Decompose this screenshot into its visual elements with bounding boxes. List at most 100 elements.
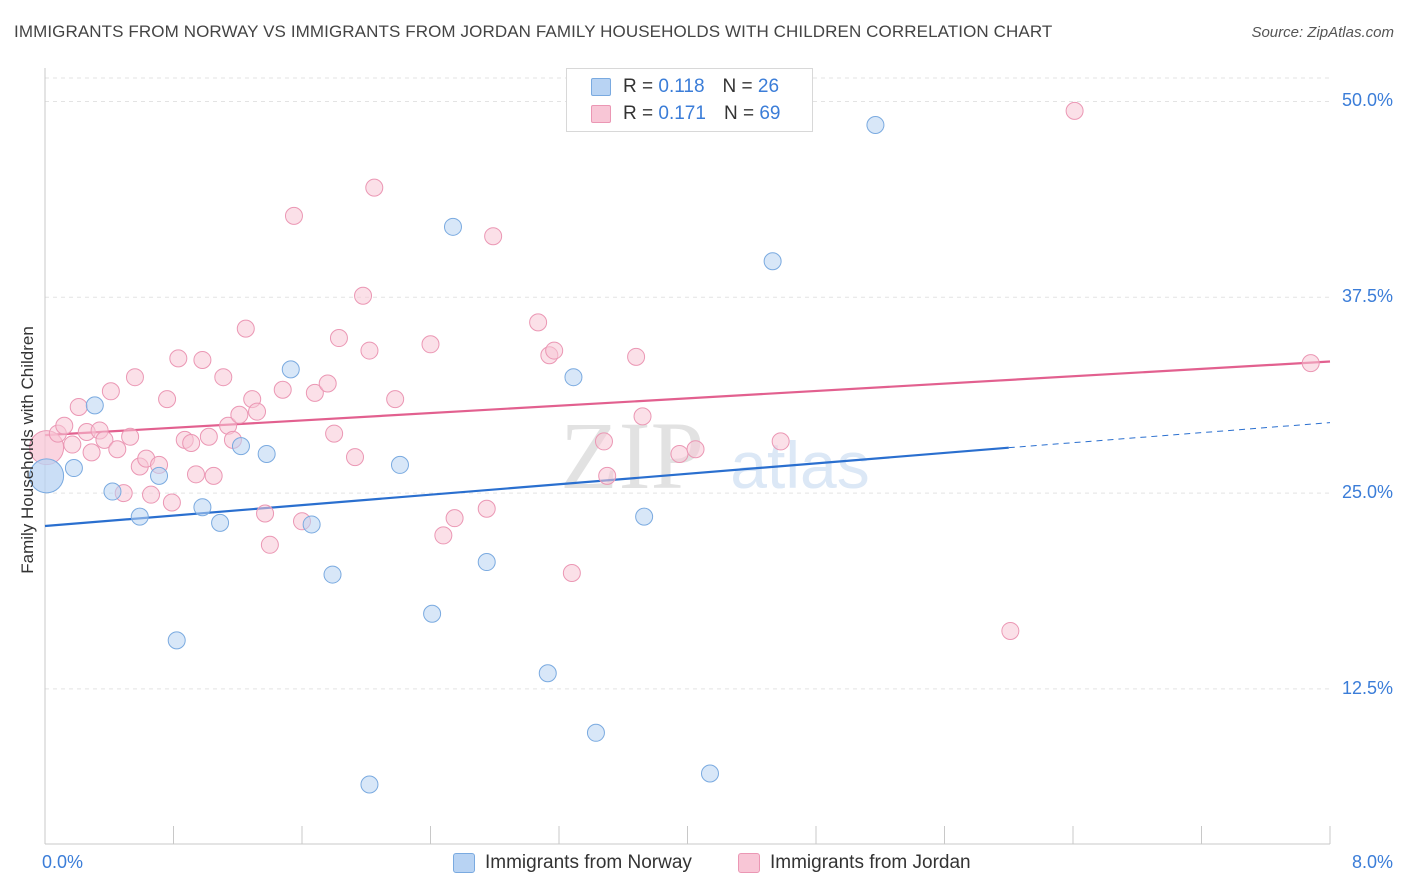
jordan-point <box>421 335 440 354</box>
jordan-point <box>214 368 233 387</box>
jordan-point <box>445 509 464 528</box>
norway-point <box>763 252 782 271</box>
jordan-r-value: 0.171 <box>658 103 706 124</box>
x-tick-label: 0.0% <box>42 852 84 872</box>
jordan-point <box>69 397 88 416</box>
source-credit: Source: ZipAtlas.com <box>1251 24 1394 41</box>
norway-point <box>103 482 122 501</box>
norway-point <box>167 631 186 650</box>
jordan-point <box>477 499 496 518</box>
norway-r-value: 0.118 <box>658 76 705 97</box>
jordan-point <box>1065 101 1084 120</box>
norway-point <box>323 565 342 584</box>
jordan-point <box>686 440 705 459</box>
legend-row-jordan: R = 0.171 N = 69 <box>591 102 780 126</box>
jordan-point <box>186 465 205 484</box>
norway-point <box>150 466 169 485</box>
norway-point <box>281 360 300 379</box>
jordan-swatch <box>591 105 611 123</box>
norway-swatch <box>591 78 611 96</box>
jordan-point <box>545 341 564 360</box>
norway-point <box>29 458 65 494</box>
jordan-legend-swatch <box>738 853 760 873</box>
legend-row-norway: R = 0.118 N = 26 <box>591 75 779 99</box>
jordan-point <box>594 432 613 451</box>
jordan-n-value: 69 <box>759 103 781 124</box>
jordan-point <box>256 504 275 523</box>
norway-point <box>866 115 885 134</box>
y-tick-label: 25.0% <box>1341 482 1393 503</box>
norway-n-label: N = <box>722 76 753 97</box>
watermark: ZIP atlas <box>560 402 870 509</box>
y-axis-label: Family Households with Children <box>18 326 37 574</box>
jordan-point <box>248 402 267 421</box>
jordan-point <box>108 440 127 459</box>
jordan-point <box>1301 354 1320 373</box>
y-axis-label-wrap: Family Households with Children <box>17 300 39 600</box>
jordan-point <box>162 493 181 512</box>
jordan-point <box>633 407 652 426</box>
jordan-point <box>55 416 74 435</box>
jordan-point <box>562 564 581 583</box>
jordan-point <box>670 444 689 463</box>
jordan-point <box>365 178 384 197</box>
jordan-point <box>82 443 101 462</box>
legend-item-norway: Immigrants from Norway <box>453 852 692 874</box>
norway-legend-swatch <box>453 853 475 873</box>
y-tick-label: 50.0% <box>1341 90 1393 111</box>
y-tick-label: 37.5% <box>1341 286 1393 307</box>
norway-r-label: R = <box>623 76 654 97</box>
norway-point <box>231 437 250 456</box>
norway-point <box>193 498 212 517</box>
norway-point <box>211 513 230 532</box>
norway-point <box>130 507 149 526</box>
norway-point <box>564 368 583 387</box>
jordan-point <box>236 319 255 338</box>
jordan-point <box>260 535 279 554</box>
norway-point <box>257 444 276 463</box>
jordan-point <box>101 382 120 401</box>
norway-point <box>360 775 379 794</box>
jordan-point <box>284 206 303 225</box>
norway-point <box>477 553 496 572</box>
jordan-point <box>360 341 379 360</box>
jordan-point <box>305 383 324 402</box>
norway-point <box>538 664 557 683</box>
norway-point <box>302 515 321 534</box>
jordan-r-label: R = <box>623 103 654 124</box>
jordan-point <box>125 368 144 387</box>
jordan-point <box>346 448 365 467</box>
jordan-point <box>627 347 646 366</box>
jordan-point <box>325 424 344 443</box>
jordan-point <box>434 526 453 545</box>
norway-point <box>586 723 605 742</box>
jordan-legend-label: Immigrants from Jordan <box>770 852 971 873</box>
jordan-trend-line <box>44 360 1331 437</box>
gridlines <box>45 77 1330 690</box>
correlation-legend: R = 0.118 N = 26 R = 0.171 N = 69 <box>566 68 813 132</box>
jordan-point <box>484 227 503 246</box>
norway-trend-extension <box>1008 422 1331 449</box>
x-tick-label: 8.0% <box>1351 852 1393 872</box>
data-points <box>29 101 1320 794</box>
jordan-point <box>158 390 177 409</box>
chart-title: IMMIGRANTS FROM NORWAY VS IMMIGRANTS FRO… <box>14 22 1053 41</box>
jordan-point <box>204 466 223 485</box>
jordan-point <box>169 349 188 368</box>
jordan-point <box>318 374 337 393</box>
norway-n-value: 26 <box>757 76 780 97</box>
jordan-point <box>121 427 140 446</box>
legend-item-jordan: Immigrants from Jordan <box>738 852 971 874</box>
jordan-point <box>193 350 212 369</box>
jordan-point <box>95 430 114 449</box>
jordan-point <box>63 435 82 454</box>
jordan-point <box>1001 621 1020 640</box>
jordan-point <box>329 329 348 348</box>
norway-point <box>700 764 719 783</box>
norway-point <box>635 507 654 526</box>
jordan-n-label: N = <box>723 103 755 124</box>
jordan-point <box>230 405 249 424</box>
jordan-point <box>354 286 373 305</box>
jordan-point <box>199 427 218 446</box>
norway-point <box>85 396 104 415</box>
